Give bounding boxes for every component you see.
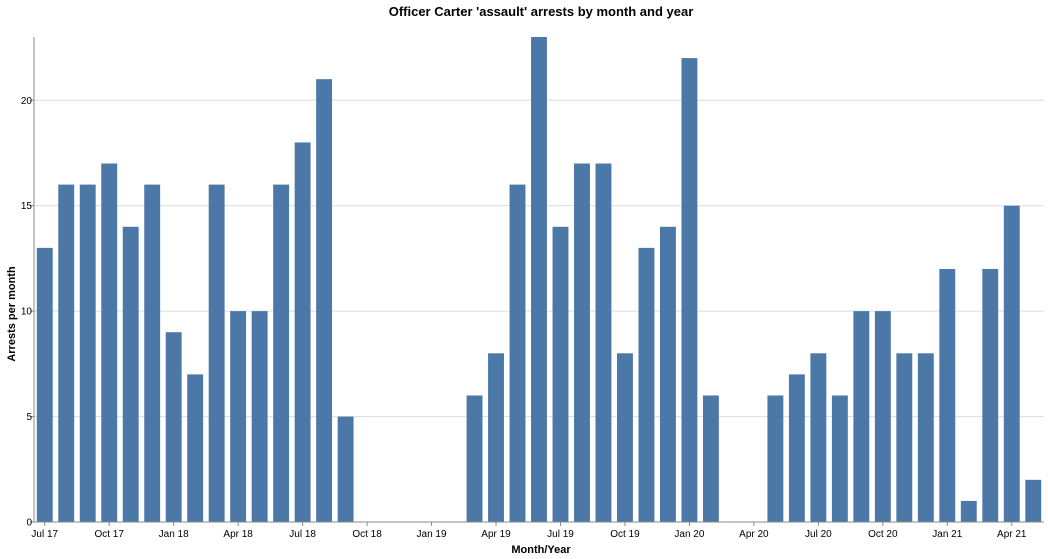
- x-tick-label: Oct 19: [610, 529, 640, 540]
- x-tick-label: Jan 20: [674, 529, 704, 540]
- bar-2018-03: [208, 184, 225, 522]
- x-tick-label: Apr 19: [481, 529, 511, 540]
- x-tick-label: Jan 19: [417, 529, 447, 540]
- x-tick-label: Oct 18: [352, 529, 382, 540]
- x-tick-label: Jul 17: [31, 529, 58, 540]
- bar-2020-12: [917, 353, 934, 522]
- bar-2021-01: [939, 268, 956, 522]
- y-tick-label: 15: [21, 201, 33, 212]
- bar-2018-02: [187, 374, 204, 522]
- bar-2020-06: [788, 374, 805, 522]
- bar-2020-02: [702, 395, 719, 522]
- bar-2019-05: [509, 184, 526, 522]
- x-axis: Jul 17 Oct 17 Jan 18 Apr 18 Jul 18 Oct 18 Jan …: [31, 521, 1044, 540]
- bar-2021-03: [982, 268, 999, 522]
- bar-2019-11: [638, 247, 655, 522]
- bar-2018-05: [251, 311, 268, 522]
- y-tick-label: 0: [26, 518, 32, 529]
- bar-2017-12: [144, 184, 161, 522]
- bar-2019-04: [488, 353, 504, 522]
- bar-2019-06: [531, 37, 547, 522]
- bar-2017-11: [122, 226, 139, 523]
- y-tick-label: 5: [26, 412, 32, 423]
- bar-2017-07: [36, 247, 53, 522]
- bar-2020-07: [810, 353, 827, 522]
- bar-2020-11: [896, 353, 913, 522]
- x-tick-label: Jul 18: [289, 529, 316, 540]
- bar-2019-10: [617, 353, 633, 522]
- bar-2019-08: [574, 163, 590, 523]
- bar-2020-10: [874, 311, 891, 522]
- bar-2019-12: [659, 226, 676, 523]
- x-tick-label: Apr 20: [739, 529, 769, 540]
- bar-2020-09: [853, 311, 870, 522]
- x-tick-label: Apr 21: [997, 529, 1027, 540]
- bar-2018-09: [337, 416, 354, 522]
- y-tick-label: 10: [21, 307, 33, 318]
- x-tick-label: Oct 20: [868, 529, 898, 540]
- bar-2021-04: [1003, 205, 1020, 522]
- y-axis-title: Arrests per month: [6, 266, 18, 362]
- y-axis: 0 5 10 15 20: [21, 37, 35, 529]
- x-tick-label: Jul 20: [805, 529, 832, 540]
- bar-2018-04: [230, 311, 247, 522]
- bar-2019-07: [552, 226, 569, 523]
- x-axis-title: Month/Year: [511, 544, 571, 556]
- x-tick-label: Oct 17: [94, 529, 124, 540]
- x-tick-label: Jul 19: [547, 529, 574, 540]
- bar-2020-05: [767, 395, 784, 522]
- chart-title: Officer Carter 'assault' arrests by mont…: [389, 4, 694, 19]
- bar-2017-08: [58, 184, 75, 522]
- bar-2021-05: [1025, 479, 1042, 522]
- bar-2019-09: [595, 163, 612, 523]
- x-tick-label: Apr 18: [223, 529, 253, 540]
- bars: [36, 37, 1042, 523]
- bar-2020-08: [831, 395, 848, 522]
- x-tick-label: Jan 18: [159, 529, 189, 540]
- bar-2019-03: [466, 395, 483, 522]
- bar-2018-08: [316, 79, 333, 522]
- bar-2017-09: [79, 184, 96, 522]
- bar-2020-01: [681, 58, 698, 523]
- bar-2018-01: [165, 332, 182, 522]
- y-tick-label: 20: [21, 96, 33, 107]
- bar-2021-02: [960, 500, 977, 522]
- bar-2018-07: [294, 142, 311, 522]
- x-tick-label: Jan 21: [932, 529, 962, 540]
- bar-2018-06: [273, 184, 290, 522]
- bar-2017-10: [101, 163, 118, 523]
